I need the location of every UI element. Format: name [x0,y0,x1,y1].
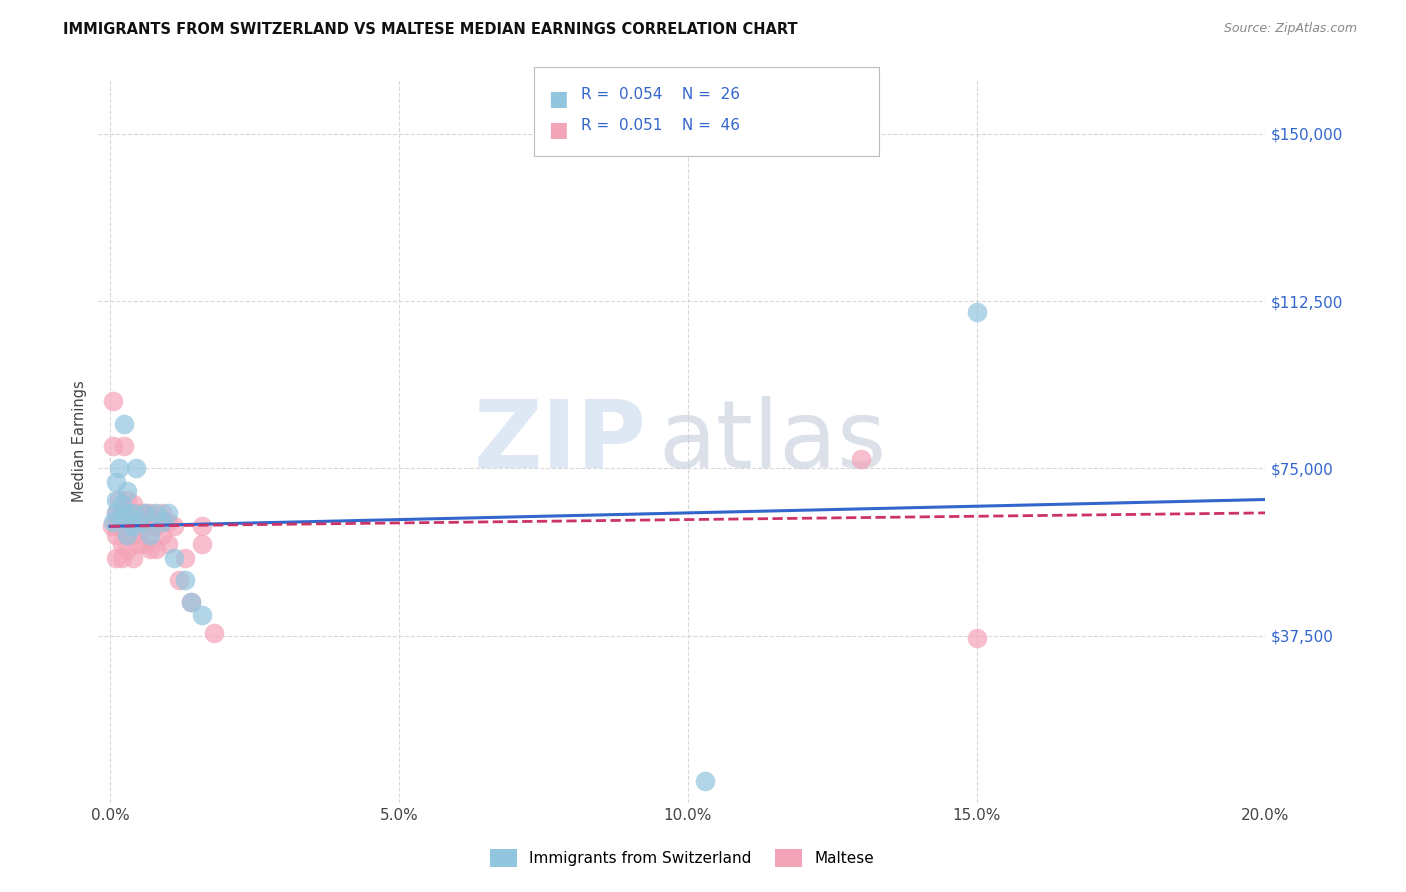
Point [139,519,162,533]
Point [139,528,162,542]
Point [128,515,150,529]
Point [117,528,139,542]
Point [104,492,127,507]
Point [122,497,145,511]
Point [110,497,132,511]
Point [162,550,184,565]
Point [191,537,214,551]
Point [693,773,716,788]
Point [162,519,184,533]
Point [122,506,145,520]
Point [128,537,150,551]
Point [145,506,167,520]
Point [139,541,162,556]
Point [122,550,145,565]
Point [849,452,872,467]
Point [112,439,135,453]
Point [191,519,214,533]
Point [117,541,139,556]
Point [180,595,202,609]
Point [134,506,156,520]
Point [966,631,988,645]
Point [101,515,124,529]
Point [169,573,191,587]
Point [107,461,129,475]
Point [202,626,225,640]
Point [156,506,179,520]
Text: R =  0.054    N =  26: R = 0.054 N = 26 [581,87,740,102]
Point [117,492,139,507]
Text: atlas: atlas [658,395,887,488]
Point [104,506,127,520]
Text: ZIP: ZIP [474,395,647,488]
Point [122,515,145,529]
Point [145,541,167,556]
Point [117,506,139,520]
Point [117,506,139,520]
Point [104,506,127,520]
Point [150,506,173,520]
Point [122,519,145,533]
Point [110,510,132,524]
Point [156,537,179,551]
Point [128,506,150,520]
Point [117,483,139,498]
Point [101,394,124,409]
Point [150,515,173,529]
Point [110,550,132,565]
Text: ■: ■ [548,89,568,109]
Point [180,595,202,609]
Point [110,519,132,533]
Legend: Immigrants from Switzerland, Maltese: Immigrants from Switzerland, Maltese [489,849,875,867]
Text: R =  0.051    N =  46: R = 0.051 N = 46 [581,118,740,133]
Point [174,573,197,587]
Point [117,528,139,542]
Point [110,506,132,520]
Point [107,492,129,507]
Point [150,528,173,542]
Point [139,506,162,520]
Point [112,417,135,431]
Point [134,519,156,533]
Point [101,439,124,453]
Point [174,550,197,565]
Point [104,475,127,489]
Point [966,305,988,319]
Point [128,519,150,533]
Text: IMMIGRANTS FROM SWITZERLAND VS MALTESE MEDIAN EARNINGS CORRELATION CHART: IMMIGRANTS FROM SWITZERLAND VS MALTESE M… [63,22,797,37]
Point [191,608,214,623]
Point [145,519,167,533]
Text: ■: ■ [548,120,568,140]
Point [110,537,132,551]
Point [104,528,127,542]
Y-axis label: Median Earnings: Median Earnings [72,381,87,502]
Point [122,528,145,542]
Point [134,506,156,520]
Point [100,519,122,533]
Point [104,550,127,565]
Point [134,537,156,551]
Point [117,519,139,533]
Point [104,519,127,533]
Text: Source: ZipAtlas.com: Source: ZipAtlas.com [1223,22,1357,36]
Point [125,461,148,475]
Point [156,515,179,529]
